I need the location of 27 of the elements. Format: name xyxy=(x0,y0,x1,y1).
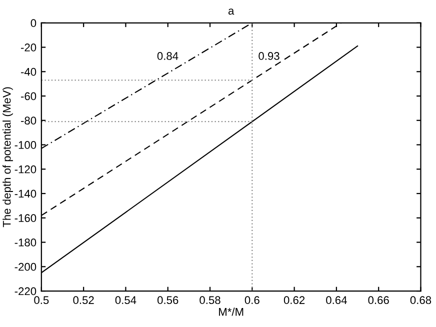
x-axis-title: M*/M xyxy=(219,308,244,316)
x-tick-label: 0.68 xyxy=(410,296,432,304)
y-tick-label: -100 xyxy=(14,141,36,149)
y-axis-title: The depth of potential (MeV) xyxy=(2,87,13,228)
x-tick-label: 0.5 xyxy=(34,296,49,304)
y-tick-label: -180 xyxy=(14,238,36,246)
x-tick-label: 0.56 xyxy=(157,296,178,304)
x-tick-label: 0.54 xyxy=(115,296,136,304)
y-tick-label: -40 xyxy=(20,68,36,76)
y-tick-label: -220 xyxy=(14,287,36,296)
x-tick-label: 0.52 xyxy=(73,296,94,304)
y-tick-label: -80 xyxy=(20,116,36,125)
y-tick-label: -200 xyxy=(14,262,36,271)
y-tick-label: -60 xyxy=(20,92,36,100)
y-tick-label: -20 xyxy=(20,44,36,52)
x-tick-label: 0.6 xyxy=(244,296,260,304)
y-tick-label: -120 xyxy=(14,165,36,174)
x-tick-label: 0.62 xyxy=(284,296,305,304)
annotation: 0.93 xyxy=(258,52,280,60)
y-tick-label: -160 xyxy=(14,214,36,222)
x-tick-label: 0.64 xyxy=(326,296,347,304)
chart-title: a xyxy=(228,8,234,15)
x-tick-label: 0.66 xyxy=(368,296,389,304)
annotation: 0.84 xyxy=(157,52,178,60)
y-tick-label: -140 xyxy=(14,190,36,198)
y-tick-label: 0 xyxy=(30,19,36,28)
x-tick-label: 0.58 xyxy=(200,296,220,304)
